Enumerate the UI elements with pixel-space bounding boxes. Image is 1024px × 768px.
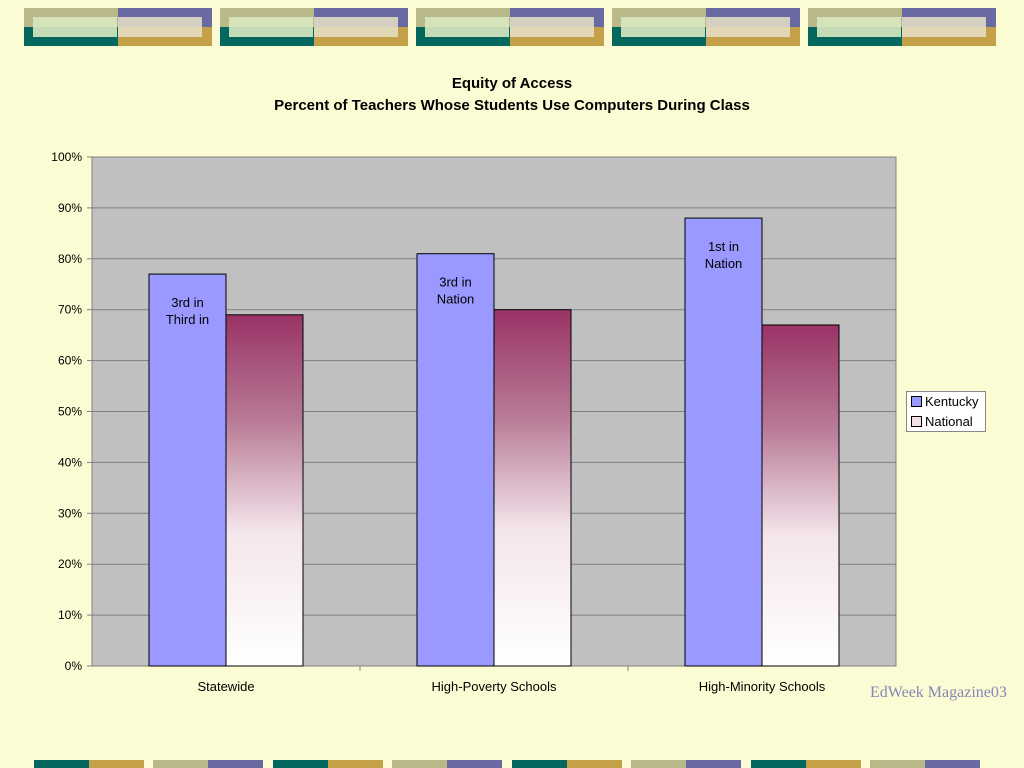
y-tick-label: 10% <box>58 608 82 622</box>
y-tick-label: 50% <box>58 405 82 419</box>
top-deco-block <box>220 8 408 46</box>
legend-item-national: National <box>911 414 973 430</box>
bar-kentucky-2 <box>416 253 495 667</box>
top-deco-block <box>24 8 212 46</box>
y-tick-label: 20% <box>58 557 82 571</box>
bar-annotation: 3rd in Third in <box>166 295 209 327</box>
bar-annotation-line: Third in <box>166 312 209 327</box>
legend-label-kentucky: Kentucky <box>925 394 979 409</box>
bar-national-1 <box>225 314 304 667</box>
y-tick-label: 30% <box>58 506 82 520</box>
bar-annotation: 1st in Nation <box>705 239 743 271</box>
bar-annotation-line: 1st in <box>708 239 739 254</box>
y-tick-label: 70% <box>58 303 82 317</box>
x-tick-label: High-Poverty Schools <box>432 679 557 694</box>
bar-national-2 <box>493 309 572 667</box>
bar-kentucky-3 <box>684 217 763 667</box>
bar-annotation-line: Nation <box>705 256 743 271</box>
top-deco-block <box>416 8 604 46</box>
top-decoration-banner <box>24 8 996 46</box>
bar-annotation-line: Nation <box>437 292 475 307</box>
y-tick-label: 60% <box>58 354 82 368</box>
bar-annotation-line: 3rd in <box>439 275 472 290</box>
x-tick-label: High-Minority Schools <box>699 679 826 694</box>
bar-annotation: 3rd in Nation <box>437 275 475 307</box>
top-deco-block <box>808 8 996 46</box>
source-note: EdWeek Magazine03 <box>870 684 1007 701</box>
y-tick-label: 0% <box>65 659 83 673</box>
top-deco-block <box>612 8 800 46</box>
bar-national-3 <box>761 324 840 667</box>
chart-subtitle: Percent of Teachers Whose Students Use C… <box>274 97 750 114</box>
y-tick-label: 40% <box>58 455 82 469</box>
bar-annotation-line: 3rd in <box>171 295 204 310</box>
y-tick-label: 100% <box>51 150 82 164</box>
bar-kentucky-1 <box>148 273 227 667</box>
legend-label-national: National <box>925 414 973 429</box>
legend-swatch-kentucky <box>911 396 922 408</box>
y-tick-label: 90% <box>58 201 82 215</box>
chart-title: Equity of Access <box>451 75 573 92</box>
y-tick-label: 80% <box>58 252 82 266</box>
x-tick-label: Statewide <box>197 679 254 694</box>
chart-legend: Kentucky National <box>906 391 986 432</box>
legend-item-kentucky: Kentucky <box>911 394 978 410</box>
legend-swatch-national <box>911 416 922 428</box>
